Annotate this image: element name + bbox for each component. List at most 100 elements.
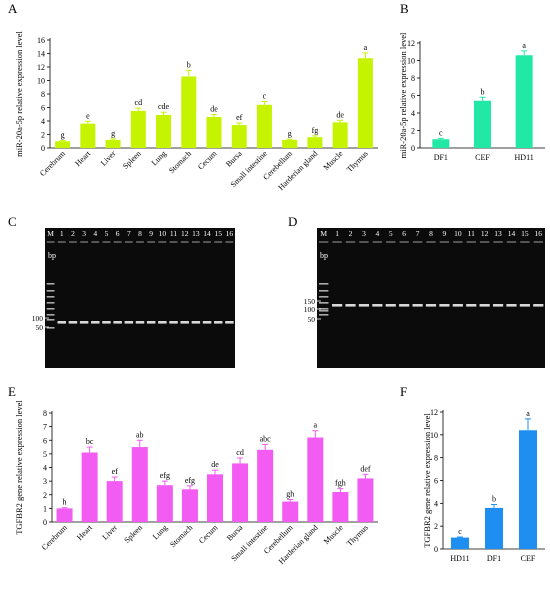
ladder-band	[319, 314, 329, 316]
panel-label-c: C	[8, 214, 17, 229]
gel-well	[158, 241, 167, 243]
y-tick-label: 2	[43, 491, 47, 500]
bar	[156, 114, 172, 148]
chart-panel-a: 0 2 4 6 8 10 12 14 16 miR-20a-5p relative express…	[14, 30, 378, 192]
significance-letter: ab	[136, 430, 144, 439]
x-tick-label: Stomach	[168, 523, 194, 549]
ladder-band	[46, 302, 55, 304]
x-tick-label: Muscle	[322, 523, 345, 546]
lane-label: 13	[192, 229, 200, 238]
pcr-band	[225, 321, 234, 324]
ladder-band	[319, 290, 329, 292]
x-tick-label: Cecum	[197, 523, 220, 546]
pcr-band	[492, 304, 504, 307]
y-tick-label: 14	[37, 50, 45, 59]
lane-label: 3	[82, 229, 86, 238]
lane-label: 5	[389, 229, 393, 238]
lane-label: 11	[170, 229, 177, 238]
x-tick-label: Thymus	[345, 149, 370, 174]
bar	[357, 58, 373, 148]
pcr-band	[399, 304, 410, 307]
significance-letter: cde	[158, 102, 170, 111]
lane-label: 6	[402, 229, 406, 238]
gel-well	[80, 241, 89, 243]
gel-well	[412, 241, 423, 243]
y-tick-label: 2	[41, 131, 45, 140]
ladder-band	[319, 283, 329, 285]
lane-label: M	[320, 229, 327, 238]
gel-well	[345, 241, 356, 243]
y-tick-label: 2	[411, 127, 415, 136]
pcr-band	[519, 304, 530, 307]
lane-label: 13	[494, 229, 502, 238]
pcr-band	[169, 321, 178, 324]
y-axis-label: TGFBR2 gene relative expression level	[14, 400, 24, 535]
bar	[206, 116, 222, 148]
x-tick-label: Liver	[99, 149, 118, 168]
chart-panel-e: 0 1 2 3 4 5 6 7 8 TGFBR2 gene relative expression…	[14, 400, 378, 566]
gel-well	[453, 241, 463, 243]
lane-label: 15	[214, 229, 222, 238]
significance-letter: b	[187, 60, 191, 69]
x-tick-label: Bursa	[225, 523, 245, 543]
bar	[131, 447, 148, 522]
pcr-band	[332, 304, 343, 307]
x-tick-label: Cecum	[196, 149, 219, 172]
lane-label: 8	[429, 229, 433, 238]
lane-label: 4	[375, 229, 379, 238]
lane-label: 2	[349, 229, 353, 238]
pcr-band	[439, 304, 450, 307]
significance-letter: a	[526, 409, 530, 418]
lane-label: 2	[71, 229, 75, 238]
bar	[332, 122, 348, 148]
gel-well	[136, 241, 144, 243]
significance-letter: ef	[112, 467, 119, 476]
panel-label-f: F	[400, 384, 407, 399]
y-tick-label: 12	[37, 63, 45, 72]
pcr-band	[345, 304, 356, 307]
pcr-band	[68, 321, 78, 324]
ladder-band	[46, 283, 55, 285]
x-tick-label: Stomach	[167, 149, 193, 175]
gel-well	[466, 241, 476, 243]
significance-letter: c	[263, 91, 267, 100]
pcr-band	[385, 304, 396, 307]
bar	[519, 430, 537, 549]
y-axis-label: TGFBR2 gene relative expression level	[422, 413, 432, 548]
panel-label-e: E	[8, 384, 16, 399]
gel-well	[372, 241, 383, 243]
ladder-band	[319, 310, 329, 312]
x-tick-label: Thymus	[345, 523, 370, 548]
gel-well	[191, 241, 200, 243]
significance-letter: efg	[185, 476, 195, 485]
significance-letter: de	[210, 105, 218, 114]
pcr-band	[506, 304, 517, 307]
ladder-band	[46, 308, 55, 310]
gel-well	[214, 241, 223, 243]
bar	[257, 449, 274, 522]
bar	[307, 137, 323, 148]
y-tick-label: 12	[407, 39, 415, 48]
significance-letter: bc	[86, 437, 94, 446]
size-marker-label: 100	[32, 314, 44, 323]
gel-well	[169, 241, 178, 243]
x-tick-label: Spleen	[122, 523, 144, 545]
significance-letter: cd	[236, 448, 244, 457]
x-tick-label: CEF	[521, 554, 536, 563]
pcr-band	[425, 304, 437, 307]
y-tick-label: 10	[407, 57, 415, 66]
size-marker-label: 50	[308, 315, 316, 324]
y-tick-label: 0	[411, 144, 415, 153]
pcr-band	[358, 304, 370, 307]
significance-letter: fg	[312, 126, 319, 135]
bar	[451, 537, 469, 549]
bar	[207, 474, 223, 522]
gel-well	[91, 241, 100, 243]
lane-label: 8	[138, 229, 142, 238]
bar	[485, 507, 503, 549]
x-tick-label: Lung	[150, 149, 168, 167]
significance-letter: a	[314, 421, 318, 430]
gel-well	[399, 241, 409, 243]
bar	[81, 452, 98, 522]
